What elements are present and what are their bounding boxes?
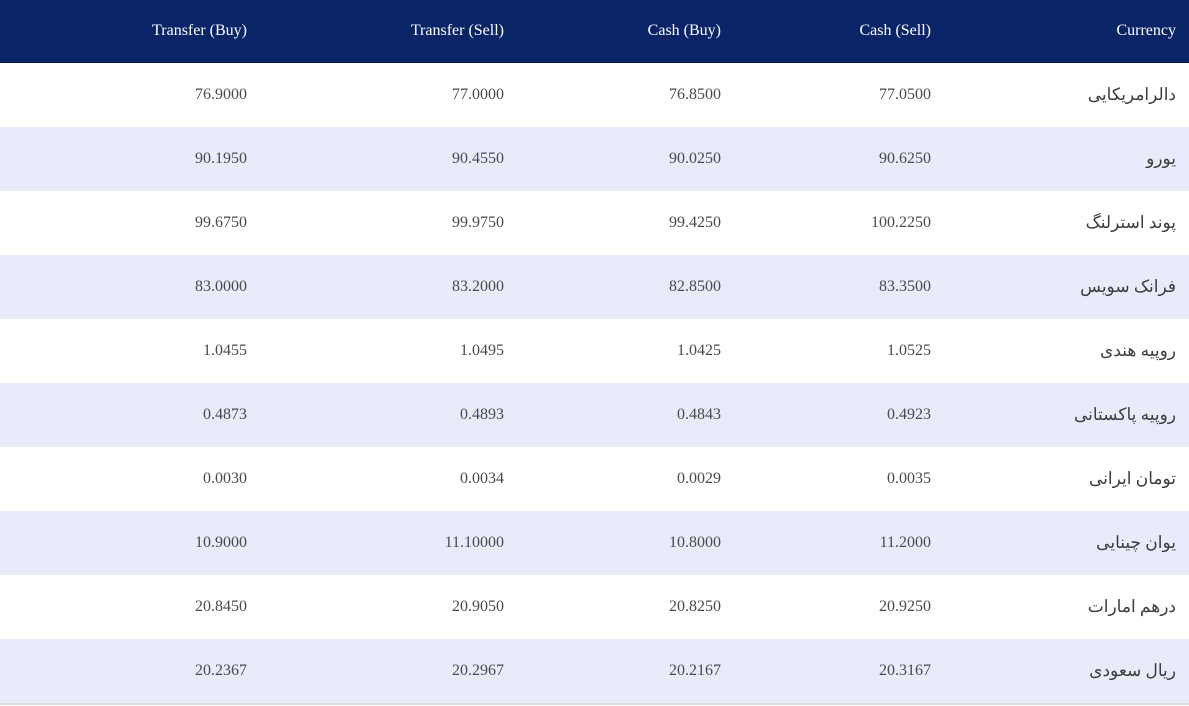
transfer-buy-cell: 20.8450 [195,598,247,615]
header-cash-sell: Cash (Sell) [859,22,931,39]
transfer-sell-cell: 77.0000 [452,86,504,103]
header-transfer-buy: Transfer (Buy) [152,22,247,39]
table-bottom-border [0,703,1189,705]
transfer-buy-cell: 20.2367 [195,662,247,679]
cash-sell-cell: 0.4923 [887,406,931,423]
cash-buy-cell: 0.0029 [677,470,721,487]
table-row: 99.6750 99.9750 99.4250 100.2250 پوند اس… [0,191,1189,255]
transfer-sell-cell: 99.9750 [452,214,504,231]
table-row: 10.9000 11.10000 10.8000 11.2000 یوان چی… [0,511,1189,575]
cash-buy-cell: 10.8000 [669,534,721,551]
table-row: 0.0030 0.0034 0.0029 0.0035 تومان ایرانی [0,447,1189,511]
cash-buy-cell: 20.8250 [669,598,721,615]
currency-name-cell: فرانک سویس [1080,277,1176,296]
currency-name-cell: ریال سعودی [1089,661,1176,680]
cash-buy-cell: 90.0250 [669,150,721,167]
transfer-buy-cell: 76.9000 [195,86,247,103]
cash-sell-cell: 20.3167 [879,662,931,679]
cash-sell-cell: 83.3500 [879,278,931,295]
cash-sell-cell: 11.2000 [879,534,931,551]
transfer-buy-cell: 0.4873 [203,406,247,423]
cash-buy-cell: 99.4250 [669,214,721,231]
currency-name-cell: پوند استرلنگ [1085,213,1176,232]
table-row: 90.1950 90.4550 90.0250 90.6250 یورو [0,127,1189,191]
transfer-buy-cell: 1.0455 [203,342,247,359]
transfer-sell-cell: 90.4550 [452,150,504,167]
cash-sell-cell: 20.9250 [879,598,931,615]
table-header: Transfer (Buy) Transfer (Sell) Cash (Buy… [0,0,1189,63]
transfer-sell-cell: 83.2000 [452,278,504,295]
transfer-sell-cell: 1.0495 [460,342,504,359]
cash-sell-cell: 77.0500 [879,86,931,103]
cash-buy-cell: 1.0425 [677,342,721,359]
header-currency: Currency [1116,22,1176,39]
transfer-buy-cell: 10.9000 [195,534,247,551]
transfer-buy-cell: 90.1950 [195,150,247,167]
transfer-sell-cell: 20.2967 [452,662,504,679]
currency-name-cell: دالرامریکایی [1087,85,1176,104]
currency-name-cell: یوان چینایی [1096,533,1176,552]
transfer-buy-cell: 99.6750 [195,214,247,231]
cash-buy-cell: 82.8500 [669,278,721,295]
transfer-sell-cell: 0.4893 [460,406,504,423]
currency-name-cell: روپیه پاکستانی [1073,405,1176,424]
table-row: 1.0455 1.0495 1.0425 1.0525 روپیه هندی [0,319,1189,383]
header-transfer-sell: Transfer (Sell) [410,22,504,39]
currency-name-cell: روپیه هندی [1100,341,1176,360]
header-cash-buy: Cash (Buy) [647,22,721,39]
table-row: 83.0000 83.2000 82.8500 83.3500 فرانک سو… [0,255,1189,319]
table-row: 20.2367 20.2967 20.2167 20.3167 ریال سعو… [0,639,1189,703]
transfer-sell-cell: 11.10000 [444,534,504,551]
transfer-buy-cell: 83.0000 [195,278,247,295]
cash-buy-cell: 76.8500 [669,86,721,103]
transfer-sell-cell: 0.0034 [460,470,504,487]
table-row: 0.4873 0.4893 0.4843 0.4923 روپیه پاکستا… [0,383,1189,447]
cash-sell-cell: 100.2250 [871,214,931,231]
currency-name-cell: درهم امارات [1087,597,1176,616]
table-row: 76.9000 77.0000 76.8500 77.0500 دالرامری… [0,63,1189,127]
cash-buy-cell: 20.2167 [669,662,721,679]
cash-sell-cell: 0.0035 [887,470,931,487]
table-row: 20.8450 20.9050 20.8250 20.9250 درهم اما… [0,575,1189,639]
currency-name-cell: یورو [1146,149,1176,168]
cash-buy-cell: 0.4843 [677,406,721,423]
cash-sell-cell: 1.0525 [887,342,931,359]
currency-name-cell: تومان ایرانی [1089,469,1176,488]
transfer-buy-cell: 0.0030 [203,470,247,487]
transfer-sell-cell: 20.9050 [452,598,504,615]
cash-sell-cell: 90.6250 [879,150,931,167]
